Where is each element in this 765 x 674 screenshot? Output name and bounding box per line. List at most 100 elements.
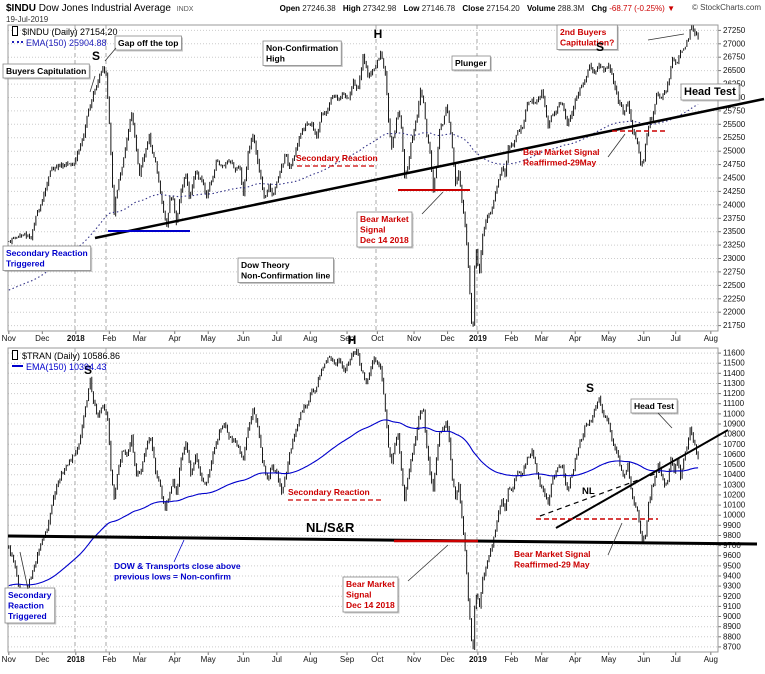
x-axis-label: Jul bbox=[272, 334, 282, 343]
annotation-box bbox=[451, 55, 491, 71]
x-axis-label: Dec bbox=[35, 334, 49, 343]
x-axis-label: Aug bbox=[704, 334, 718, 343]
high-label: High bbox=[342, 4, 361, 13]
y-axis-label: 9300 bbox=[723, 582, 741, 591]
indu-series-legend: $INDU (Daily) 27154.20 bbox=[22, 27, 118, 37]
x-axis-label: Dec bbox=[440, 655, 454, 664]
y-axis-label: 11500 bbox=[723, 359, 745, 368]
x-axis-label: May bbox=[201, 334, 216, 343]
annotation-secondary-reaction-triggered: Secondary Reaction Triggered bbox=[8, 590, 52, 621]
y-axis-label: 10200 bbox=[723, 490, 746, 499]
leader-line bbox=[89, 75, 96, 93]
plot-border bbox=[7, 24, 719, 332]
legend-indu: $INDU (Daily) 27154.20 EMA(150) 25904.88 bbox=[12, 26, 118, 49]
annotation-bear-market-signal-reaffirmed: Bear Market Signal Reaffirmed-29May bbox=[523, 147, 600, 168]
x-axis-label: Nov bbox=[2, 334, 16, 343]
leader-line bbox=[407, 544, 449, 582]
x-axis-label: Jun bbox=[637, 655, 650, 664]
y-axis-label: 24500 bbox=[723, 174, 746, 183]
low-value: 27146.78 bbox=[421, 4, 456, 13]
y-axis-label: 23750 bbox=[723, 214, 746, 223]
y-axis-label: 22000 bbox=[723, 308, 746, 317]
open-value: 27246.38 bbox=[302, 4, 336, 13]
x-axis-label: Apr bbox=[169, 334, 182, 343]
annotation-box bbox=[556, 24, 618, 50]
x-axis-label: Dec bbox=[35, 655, 49, 664]
annotation-box bbox=[630, 398, 678, 414]
x-axis-label: Sep bbox=[340, 655, 355, 664]
y-axis-label: 22500 bbox=[723, 281, 746, 290]
x-axis-label: Jun bbox=[237, 334, 250, 343]
annotation-neckline-label: NL bbox=[582, 486, 595, 497]
annotation-secondary-reaction: Secondary Reaction bbox=[288, 487, 370, 497]
y-axis-label: 25750 bbox=[723, 106, 746, 115]
y-axis-label: 25000 bbox=[723, 147, 746, 156]
y-axis-label: 10600 bbox=[723, 450, 746, 459]
high-value: 27342.98 bbox=[362, 4, 397, 13]
x-axis-label: Mar bbox=[535, 655, 549, 664]
x-axis-label: Nov bbox=[2, 655, 16, 664]
y-axis-label: 9600 bbox=[723, 551, 741, 560]
annotation-left-shoulder: S bbox=[84, 363, 92, 377]
price-bars-indu bbox=[8, 25, 699, 327]
y-axis-label: 21750 bbox=[723, 321, 746, 330]
y-axis-label: 10800 bbox=[723, 430, 746, 439]
y-axis-label: 24750 bbox=[723, 160, 746, 169]
volume-value: 288.3M bbox=[557, 4, 585, 13]
x-axis-label: 2018 bbox=[67, 334, 85, 343]
annotation-box bbox=[2, 63, 90, 79]
x-axis-label: Feb bbox=[504, 655, 518, 664]
x-axis-label: Nov bbox=[407, 655, 421, 664]
annotation-bear-market-signal: Bear Market Signal Dec 14 2018 bbox=[346, 579, 395, 610]
y-axis-label: 26750 bbox=[723, 53, 746, 62]
y-axis-label: 9700 bbox=[723, 541, 741, 550]
volume-label: Volume bbox=[527, 4, 556, 13]
y-axis-label: 10100 bbox=[723, 501, 746, 510]
y-axis-label: 11000 bbox=[723, 409, 745, 418]
annotation-box bbox=[114, 35, 182, 51]
x-axis-label: Aug bbox=[704, 655, 718, 664]
leader-line bbox=[421, 191, 444, 215]
x-axis-label: Jun bbox=[637, 334, 650, 343]
leader-line bbox=[607, 133, 626, 158]
y-axis-label: 11600 bbox=[723, 349, 745, 358]
x-axis-label: Apr bbox=[569, 334, 582, 343]
x-axis-label: Jul bbox=[272, 655, 282, 664]
low-label: Low bbox=[403, 4, 420, 13]
x-axis-label: 2019 bbox=[469, 334, 487, 343]
y-axis-label: 11400 bbox=[723, 369, 745, 378]
symbol-label: $INDU bbox=[6, 3, 37, 14]
open-label: Open bbox=[279, 4, 301, 13]
annotation-right-shoulder: S bbox=[596, 40, 604, 54]
x-axis-label: Apr bbox=[169, 655, 182, 664]
y-axis-label: 8800 bbox=[723, 632, 741, 641]
annotation-box bbox=[356, 211, 413, 248]
x-axis-label: Jun bbox=[237, 655, 250, 664]
leader-line bbox=[104, 47, 117, 62]
x-axis-label: Jul bbox=[671, 655, 681, 664]
annotation-box bbox=[4, 587, 56, 624]
y-axis-label: 27250 bbox=[723, 26, 746, 35]
x-axis-label: Feb bbox=[504, 334, 518, 343]
x-axis-label: Mar bbox=[133, 655, 147, 664]
y-axis-label: 24250 bbox=[723, 187, 746, 196]
close-label: Close bbox=[462, 4, 485, 13]
annotation-buyers-capitulation: Buyers Capitulation bbox=[6, 66, 86, 76]
annotation-right-shoulder: S bbox=[586, 381, 594, 395]
chart-date: 19-Jul-2019 bbox=[6, 15, 49, 24]
y-axis-label: 10500 bbox=[723, 460, 746, 469]
tran-ema-legend: EMA(150) 10394.43 bbox=[26, 362, 107, 372]
close-value: 27154.20 bbox=[486, 4, 520, 13]
y-axis-label: 25250 bbox=[723, 133, 746, 142]
annotation-box bbox=[342, 576, 399, 613]
x-axis-label: Nov bbox=[407, 334, 421, 343]
indu-ema-legend: EMA(150) 25904.88 bbox=[26, 38, 107, 48]
x-axis-label: Sep bbox=[340, 334, 355, 343]
symbol-name: Dow Jones Industrial Average bbox=[38, 3, 171, 14]
annotation-box bbox=[237, 257, 334, 283]
x-axis-label: 2019 bbox=[469, 655, 487, 664]
leader-line bbox=[607, 522, 623, 556]
annotation-nl-sr-label: NL/S&R bbox=[306, 520, 355, 535]
y-axis-label: 22750 bbox=[723, 267, 746, 276]
